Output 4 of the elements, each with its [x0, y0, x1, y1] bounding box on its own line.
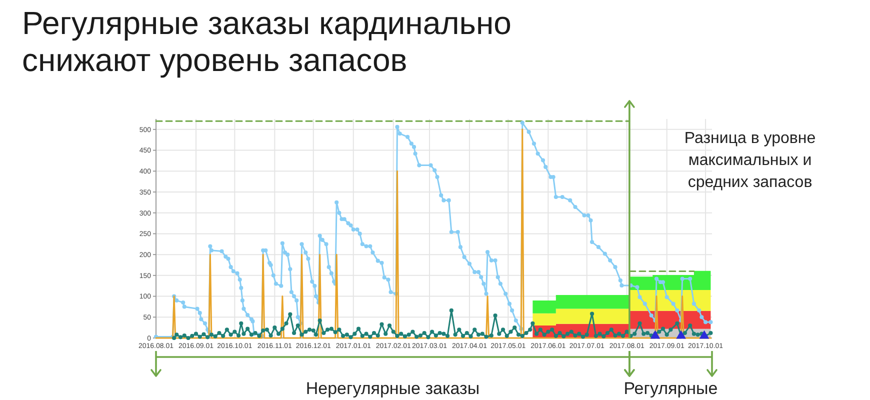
text: Регулярные: [624, 379, 718, 398]
annotation: Разница в уровне максимальных и средних запасов: [684, 130, 816, 191]
chart-title: Регулярные заказы кардинально снижают уровень запасов: [22, 5, 512, 78]
text: Нерегулярные заказы: [306, 379, 480, 398]
